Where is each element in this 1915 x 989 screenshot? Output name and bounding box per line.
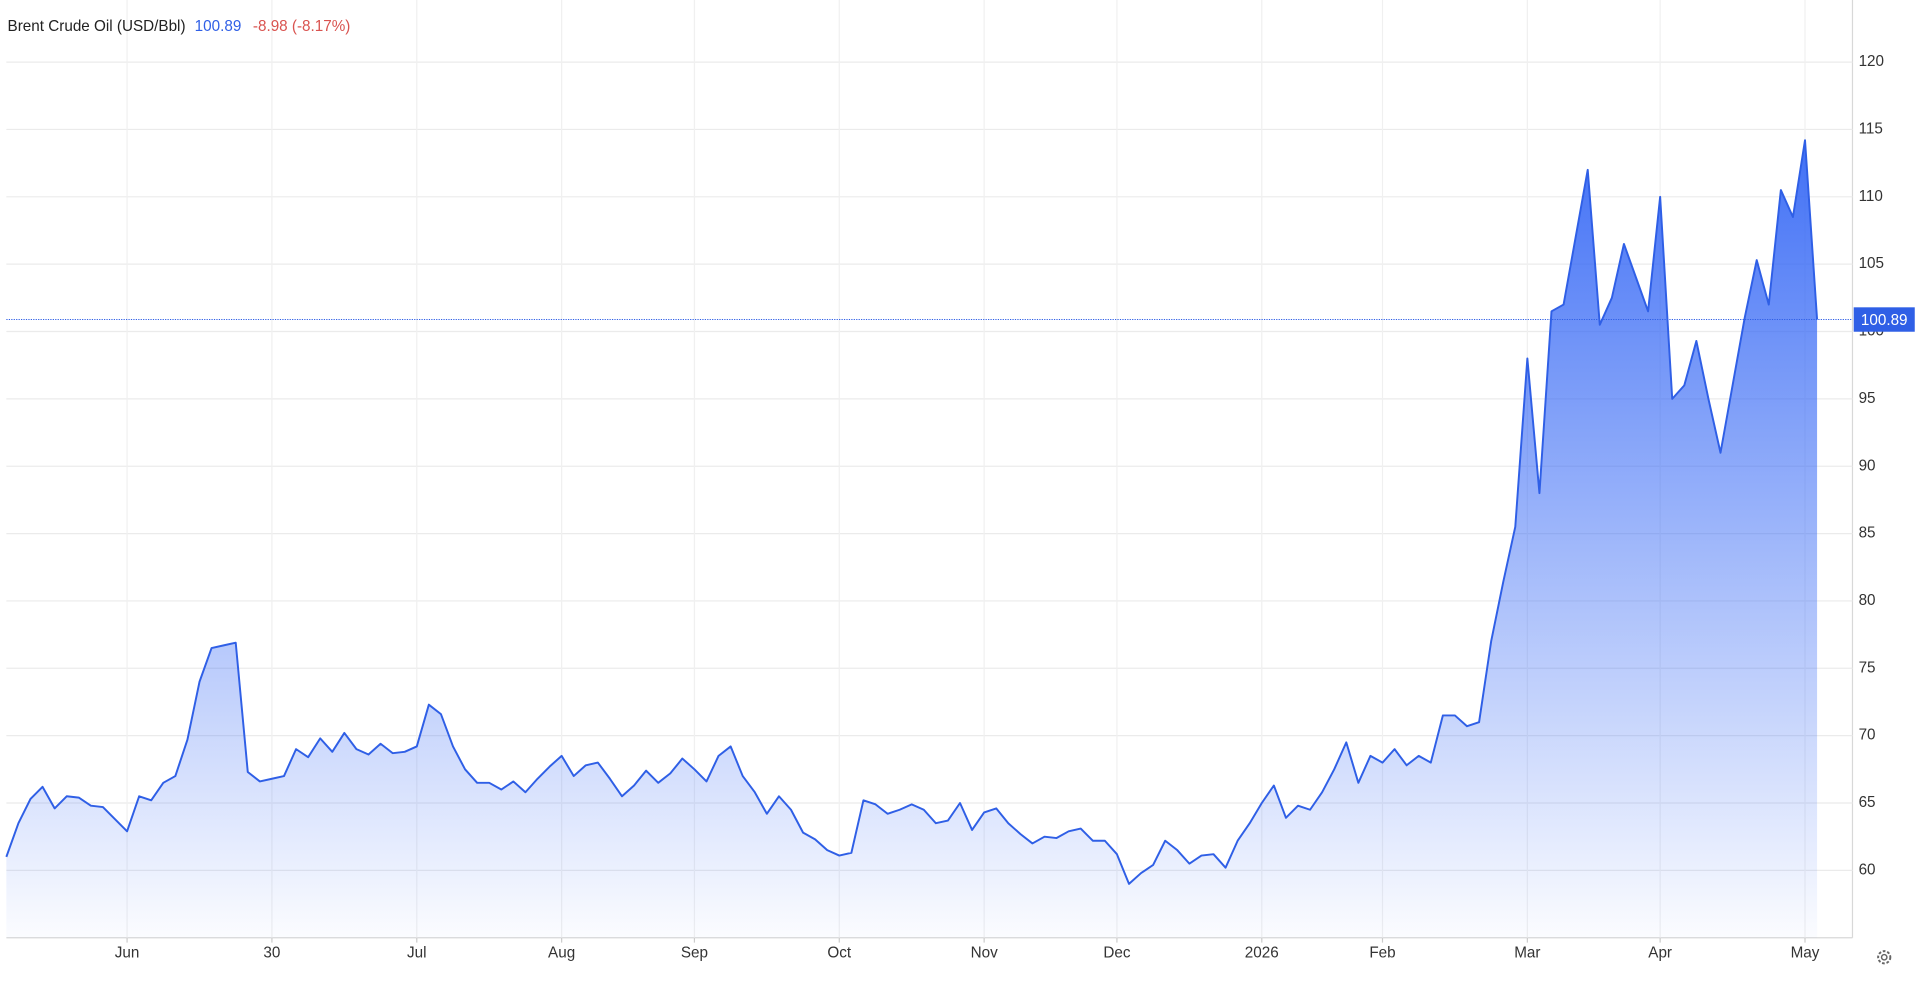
y-tick-label: 80 bbox=[1859, 592, 1876, 609]
change: -8.98 (-8.17%) bbox=[253, 18, 350, 35]
last-value-tag-label: 100.89 bbox=[1861, 312, 1908, 329]
x-tick-label: 30 bbox=[263, 945, 280, 962]
x-tick-label: Mar bbox=[1514, 945, 1540, 962]
y-tick-label: 120 bbox=[1859, 53, 1884, 70]
last-value: 100.89 bbox=[195, 18, 242, 35]
x-tick-label: Dec bbox=[1103, 945, 1130, 962]
price-line bbox=[5, 139, 1819, 885]
x-tick-label: Apr bbox=[1648, 945, 1672, 962]
x-tick-label: 2026 bbox=[1245, 945, 1279, 962]
y-tick-label: 70 bbox=[1859, 727, 1876, 744]
y-tick-label: 75 bbox=[1859, 659, 1876, 676]
chart-title: Brent Crude Oil (USD/Bbl) bbox=[8, 18, 186, 35]
y-tick-label: 105 bbox=[1859, 255, 1884, 272]
x-tick-label: May bbox=[1791, 945, 1820, 962]
y-tick-label: 115 bbox=[1859, 120, 1883, 137]
x-tick-label: Oct bbox=[827, 945, 851, 962]
area-fill bbox=[6, 140, 1818, 938]
y-tick-label: 90 bbox=[1859, 457, 1876, 474]
x-tick-label: Jul bbox=[407, 945, 427, 962]
x-tick-label: Jun bbox=[115, 945, 140, 962]
labels: 6065707580859095100105110115120Jun30JulA… bbox=[115, 53, 1915, 962]
y-tick-label: 65 bbox=[1859, 794, 1876, 811]
x-tick-label: Sep bbox=[681, 945, 708, 962]
last-value-tag bbox=[1853, 307, 1915, 332]
y-tick-label: 95 bbox=[1859, 390, 1876, 407]
header: Brent Crude Oil (USD/Bbl) 100.89 -8.98 (… bbox=[8, 18, 351, 35]
x-tick-label: Aug bbox=[548, 945, 575, 962]
marks bbox=[5, 139, 1853, 938]
settings-icon[interactable] bbox=[1877, 950, 1892, 965]
x-tick-label: Nov bbox=[971, 945, 998, 962]
y-tick-label: 60 bbox=[1859, 861, 1876, 878]
x-tick-label: Feb bbox=[1369, 945, 1395, 962]
y-tick-label: 110 bbox=[1859, 188, 1883, 205]
y-tick-label: 85 bbox=[1859, 525, 1876, 542]
